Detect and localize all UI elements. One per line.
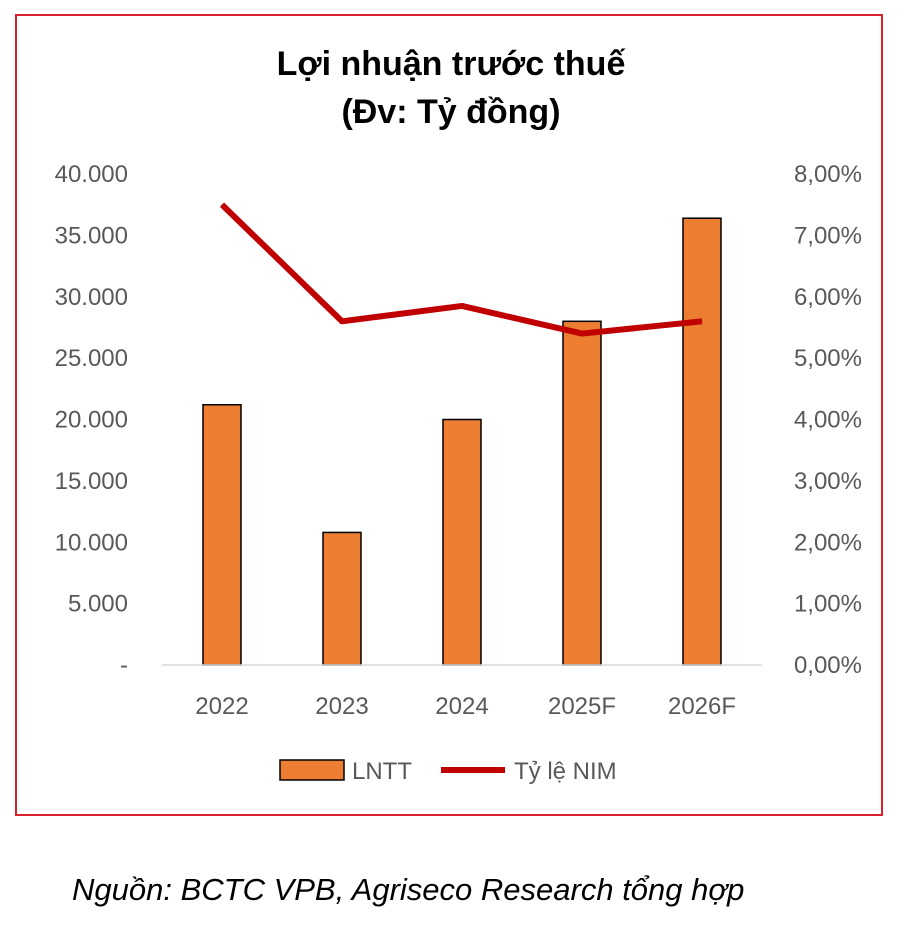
- bar-2024: [442, 418, 482, 666]
- right-tick-label: 1,00%: [794, 591, 862, 618]
- line-series: [219, 202, 703, 337]
- left-tick-label: 10.000: [55, 529, 128, 556]
- left-tick-label: 40.000: [55, 161, 128, 188]
- right-tick-label: 6,00%: [794, 284, 862, 311]
- x-tick-label: 2023: [315, 693, 368, 720]
- left-tick-label: 25.000: [55, 345, 128, 372]
- source-note: Nguồn: BCTC VPB, Agriseco Research tổng …: [72, 872, 745, 907]
- legend: LNTT Tỷ lệ NIM: [279, 758, 617, 785]
- x-tick-label: 2024: [435, 693, 488, 720]
- x-axis: 2022 2023 2024 2025F 2026F: [195, 693, 736, 720]
- right-tick-label: 7,00%: [794, 222, 862, 249]
- right-tick-label: 0,00%: [794, 652, 862, 679]
- left-tick-label: 20.000: [55, 407, 128, 434]
- bar-2022: [202, 404, 242, 666]
- x-tick-label: 2026F: [668, 693, 736, 720]
- left-tick-label: 30.000: [55, 284, 128, 311]
- legend-label-lntt: LNTT: [352, 758, 412, 785]
- legend-label-nim: Tỷ lệ NIM: [514, 758, 617, 785]
- right-tick-label: 3,00%: [794, 468, 862, 495]
- bar-2025F: [562, 320, 602, 666]
- right-tick-label: 4,00%: [794, 407, 862, 434]
- chart-frame: [15, 14, 883, 816]
- nim-point-2022: [221, 204, 223, 206]
- left-tick-label: 15.000: [55, 468, 128, 495]
- right-axis: 0,00% 1,00% 2,00% 3,00% 4,00% 5,00% 6,00% 7,00%…: [794, 161, 862, 679]
- x-tick-label: 2025F: [548, 693, 616, 720]
- nim-line: [219, 202, 703, 337]
- bar-2023: [322, 531, 362, 666]
- nim-point-2025F: [581, 333, 583, 335]
- left-tick-label: 5.000: [68, 591, 128, 618]
- nim-point-2026F: [701, 320, 703, 322]
- chart-title: Lợi nhuận trước thuế: [277, 45, 626, 83]
- chart-subtitle: (Đv: Tỷ đồng): [341, 93, 560, 131]
- legend-swatch-lntt: [279, 759, 345, 781]
- right-tick-label: 2,00%: [794, 529, 862, 556]
- left-axis: - 5.000 10.000 15.000 20.000 25.000 30.000 35.0…: [55, 161, 128, 679]
- bar-series: [202, 217, 722, 666]
- left-tick-label: 35.000: [55, 222, 128, 249]
- bar-2026F: [682, 217, 722, 666]
- chart-canvas: Lợi nhuận trước thuế (Đv: Tỷ đồng) - 5.00…: [55, 45, 862, 785]
- nim-point-2024: [461, 305, 463, 307]
- x-tick-label: 2022: [195, 693, 248, 720]
- nim-point-2023: [341, 320, 343, 322]
- right-tick-label: 5,00%: [794, 345, 862, 372]
- left-tick-label: -: [120, 652, 128, 679]
- right-tick-label: 8,00%: [794, 161, 862, 188]
